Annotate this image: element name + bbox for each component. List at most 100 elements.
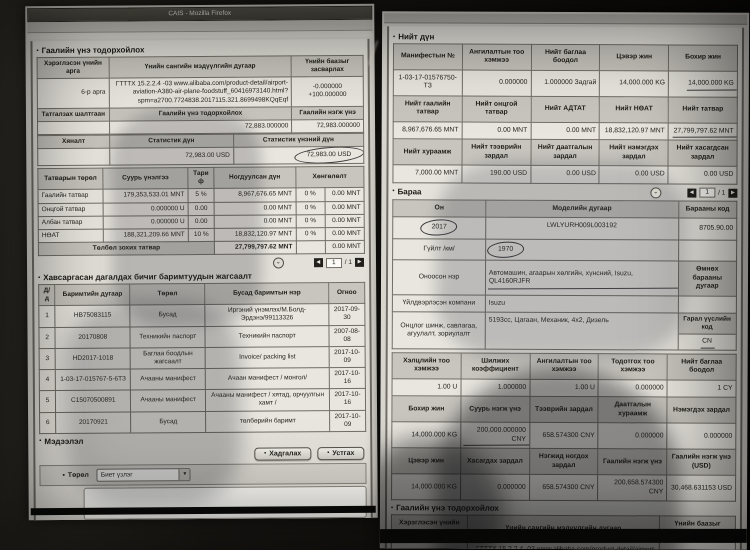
- col-header-gross-weight: Бохир жин: [391, 396, 461, 423]
- doc-type: Бусад: [130, 410, 206, 433]
- col-header-customs-value: Гаалийн үнэ тодорхойлох: [109, 106, 292, 121]
- features-value: 5193cc, Цагаан, Механик, 4x2, Дизель: [485, 312, 678, 350]
- origin-cell: Гарал үүслийн код CN: [677, 313, 737, 351]
- tax-amount: 0.00 MNT: [214, 214, 296, 229]
- table-header-row: Нийт гаалийн татвар Нийт онцгой татвар Н…: [393, 95, 738, 124]
- valuation-source-url: ГТТТХ 15.2.2.4 -03 www.alibaba.com/produ…: [108, 77, 292, 108]
- col-header-class-qty: Ангилалтын тоо хэмжээ: [462, 44, 532, 71]
- collapse-section-icon[interactable]: ⌄: [272, 257, 284, 269]
- delete-button[interactable]: ▪ Устгах: [317, 446, 365, 460]
- total-adtat: 0.00 MNT: [530, 122, 600, 141]
- col-header-packages: Нийт баглаа боодол: [667, 353, 737, 381]
- page-input[interactable]: 1: [325, 257, 342, 268]
- doc-number: 1-03-17-015767-5-6ТЗ: [55, 368, 131, 391]
- stat-unit-amount-cell: 72,983.00 USD: [233, 146, 364, 165]
- doc-name: Ачааны манифест / хятад, орчуулгын хамт …: [205, 388, 330, 411]
- type-label: Төрөл: [67, 471, 89, 479]
- next-page-button[interactable]: ▶: [728, 188, 738, 198]
- section-info[interactable]: ▪ Мэдээлэл: [39, 435, 366, 446]
- section-arrow-icon: ▪: [390, 505, 394, 512]
- document-row: 5 C15070500891 Ачааны манифест Ачааны ма…: [39, 388, 366, 413]
- class-qty: 0.000000: [462, 70, 532, 97]
- col-header-goods-code: Барааны код: [678, 200, 737, 219]
- table-header-row: Бохир жин Суурь нэгж үнэ Тээврийн зардал…: [391, 396, 736, 424]
- section-arrow-icon: ▪: [393, 33, 396, 40]
- tax-total-discount: 0.00 MNT: [325, 240, 365, 254]
- section-title: Хавсаргасан дагалдах бичиг баримтуудын ж…: [43, 271, 252, 283]
- tax-name: Гаалийн татвар: [37, 189, 104, 204]
- doc-index: 2: [38, 327, 56, 349]
- section-customs-valuation-right[interactable]: ▪ Гаалийн үнэ тодорхойлох: [391, 504, 736, 515]
- col-header-source: Үнийн сангийн мэдүүлгийн дугаар: [108, 55, 292, 79]
- save-icon: ▪: [264, 450, 267, 457]
- section-documents[interactable]: ▪ Хавсаргасан дагалдах бичиг баримтуудын…: [38, 271, 365, 282]
- delete-icon: ▪: [327, 450, 330, 457]
- info-actions: ▪ Хадгалах ▪ Устгах: [41, 446, 365, 462]
- col-header-stat-amount: Статистик дүн: [109, 134, 234, 149]
- doc-name: төлбөрийн баримт: [205, 410, 330, 433]
- doc-number: C15070500891: [55, 390, 131, 413]
- customs-value: 72,883.000000: [109, 119, 292, 135]
- table-header-row: Д/д Баримтийн дугаар Төрөл Бусад баримты…: [38, 282, 365, 306]
- total-customs-tax: 8,967,676.65 MNT: [393, 121, 462, 140]
- total-fee: 7,000.00 MNT: [392, 165, 462, 183]
- doc-name: Invoice/ packing list: [205, 346, 330, 369]
- mileage-label: Гүйлт /км/: [392, 238, 486, 261]
- section-goods[interactable]: ▪ Бараа: [392, 187, 421, 196]
- doc-name: Иргэний үнэмлэх/М.Болд-Эрдэнэ/99113326: [205, 303, 330, 326]
- col-header-adjust: Үнийн баазыг засварлах: [291, 55, 364, 78]
- net-weight: 14,000.000 KG: [599, 70, 669, 97]
- tax-rate: 5 %: [187, 188, 215, 203]
- section-title: Мэдээлэл: [44, 436, 84, 446]
- right-screenshot: ▪ Нийт дүн Манифестын № Ангилалтын тоо х…: [379, 11, 750, 550]
- base-unit-price: 200,000.000000 CNY: [476, 427, 526, 443]
- table-row: 72,983.00 USD 72,983.00 USD: [37, 146, 364, 166]
- table-row: 14,000.000 KG 0.000000 658.574300 CNY 20…: [391, 474, 736, 502]
- col-header-unit-value: Гаалийн нэгж үнэ: [291, 105, 364, 120]
- save-button[interactable]: ▪ Хадгалах: [254, 446, 312, 461]
- mileage-cell: 1970: [485, 238, 679, 262]
- deal-qty: 1.00 U: [391, 378, 461, 397]
- next-page-button[interactable]: ▶: [354, 257, 365, 267]
- tax-discount: 0.00 MNT: [324, 200, 365, 215]
- doc-type: Баглаа боодлын жагсаалт: [130, 347, 206, 369]
- chevron-down-icon: ▼: [178, 468, 190, 480]
- col-header-stat-unit: Статистик үнэний дүн: [233, 133, 364, 148]
- customs-unit-usd: 30,468.631153 USD: [666, 475, 736, 502]
- doc-date: 2007-08-08: [329, 324, 366, 347]
- net-weight: 14,000.000 KG: [391, 474, 461, 501]
- section-totals[interactable]: ▪ Нийт дүн: [393, 32, 738, 43]
- table-row: Үйлдвэрлэсэн компани Isuzu: [392, 294, 737, 314]
- added-cost: 0.000000: [666, 423, 736, 450]
- tax-amount: 8,967,676.65 MNT: [214, 188, 296, 202]
- goods-pager: ⌄ ◀ 1 / 1 ▶: [650, 187, 738, 199]
- table-header-row: Он Моделийн дугаар Барааны код: [392, 199, 737, 219]
- prev-page-button[interactable]: ◀: [313, 258, 323, 268]
- table-header-row: Манифестын № Ангилалтын тоо хэмжээ Нийт …: [393, 43, 738, 72]
- col-header-net-weight: Цэвэр жин: [391, 448, 461, 475]
- col-header-coefficient: Шилжих коэффициент: [460, 353, 530, 380]
- col-header-tax-type: Татварын төрөл: [37, 168, 104, 191]
- col-header-gross-weight: Бохир жин: [668, 44, 738, 72]
- section-customs-valuation[interactable]: ▪ Гаалийн үнэ тодорхойлох: [36, 44, 363, 55]
- col-header-base-unit-price: Суурь нэгж үнэ: [460, 396, 530, 423]
- page-input[interactable]: 1: [699, 187, 716, 199]
- col-header-tariff: Тариф: [187, 167, 215, 189]
- table-row: Онцлог шинж, савлагаа, агуулалт, зориула…: [392, 311, 737, 351]
- tax-base: 179,353,533.01 MNT: [103, 188, 189, 203]
- left-screenshot: CAIS - Mozilla Firefox ▪ Гаалийн үнэ тод…: [25, 3, 378, 521]
- collapse-section-icon[interactable]: ⌄: [650, 187, 662, 199]
- col-header-assessed: Ногдуулсан дүн: [213, 166, 296, 189]
- tax-total-label: Төлбөл зохих татвар: [38, 241, 215, 256]
- tax-base: 188,321,209.66 MNT: [103, 228, 189, 243]
- customs-unit-value: 72,983.000000: [291, 119, 364, 133]
- doc-index: 5: [39, 390, 56, 413]
- doc-name: Техникийн паспорт: [205, 325, 330, 348]
- col-header-refusal: Татгалзах шалтгаан: [37, 107, 110, 122]
- prev-page-button[interactable]: ◀: [687, 188, 697, 198]
- type-select[interactable]: Биет үзлэг ▼: [96, 467, 191, 482]
- col-header-total-excise: Нийт онцгой татвар: [461, 95, 531, 123]
- pen-circle-annotation: 1970: [489, 243, 522, 256]
- table-header-row: Нийт хураамж Нийт тээврийн зардал Нийт д…: [393, 139, 738, 167]
